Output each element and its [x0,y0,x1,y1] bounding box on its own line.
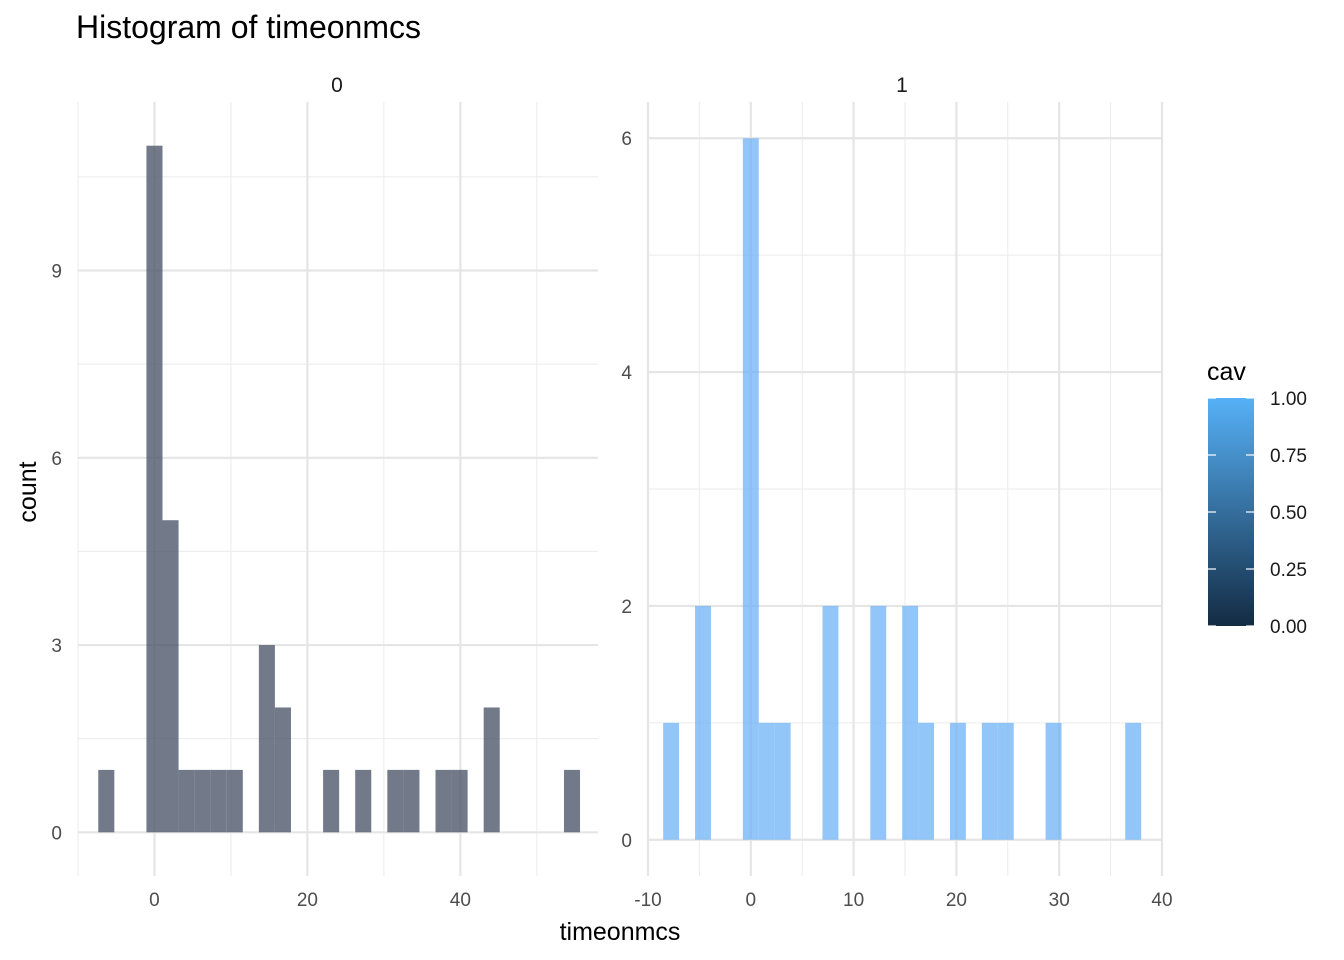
histogram-bar [258,645,275,833]
histogram-bar [226,769,243,833]
cav-legend: cav 1.00 0.75 0.50 0.25 0.00 [1207,358,1307,638]
y-tick-label: 2 [621,597,632,618]
legend-title: cav [1207,358,1246,386]
x-tick-label: 20 [297,890,318,911]
legend-break-label: 0.50 [1270,503,1307,524]
histogram-bar [742,138,759,840]
histogram-bar [435,769,452,833]
x-tick-label: 40 [1151,890,1172,911]
histogram-bar [1125,722,1142,840]
histogram-bar [98,769,115,833]
x-tick-label: 40 [450,890,471,911]
x-axis-title: timeonmcs [560,918,681,946]
legend-break-label: 1.00 [1270,389,1307,410]
histogram-bar [918,722,935,840]
legend-break-label: 0.25 [1270,560,1307,581]
y-tick-label: 6 [51,449,62,470]
y-tick-label: 9 [51,262,62,283]
histogram-bar [695,605,711,840]
panel-0: 0 20 40 0 3 6 9 [51,102,598,911]
histogram-bar [663,722,680,840]
histogram-bar [323,769,340,833]
panel-0-strip-label: 0 [331,74,343,97]
histogram-bar [210,769,227,833]
x-tick-label: 0 [746,890,757,911]
x-tick-label: 0 [149,890,160,911]
histogram-bar [822,605,839,840]
histogram-bar [387,769,404,833]
x-tick-label: 20 [946,890,967,911]
histogram-bar [902,605,919,840]
histogram-bar [997,722,1014,840]
histogram-bar [274,707,291,833]
x-tick-label: 30 [1049,890,1070,911]
panel-1-strip-label: 1 [896,74,908,97]
histogram-bar [403,769,420,833]
y-tick-label: 3 [51,636,62,657]
histogram-bar [178,769,195,833]
histogram-bar [162,520,179,833]
histogram-bar [1045,722,1062,840]
x-tick-label: -10 [634,890,661,911]
x-tick-label: 10 [843,890,864,911]
histogram-bar [194,769,211,833]
legend-break-label: 0.00 [1270,617,1307,638]
histogram-bar [355,769,372,833]
y-tick-label: 6 [621,129,632,150]
y-tick-label: 4 [621,363,632,384]
histogram-bar [870,605,887,840]
histogram-bar [146,145,163,833]
chart-title: Histogram of timeonmcs [76,9,421,45]
histogram-bar [774,722,791,840]
histogram-bar [451,769,468,833]
histogram-bar [981,722,998,840]
histogram-bar [949,722,966,840]
histogram-bar [758,722,775,840]
y-tick-label: 0 [51,823,62,844]
legend-break-label: 0.75 [1270,446,1307,467]
panel-1: -10 0 10 20 30 40 0 2 4 6 [621,102,1173,911]
histogram-bar [483,707,500,833]
legend-ticks: 1.00 0.75 0.50 0.25 0.00 [1208,389,1307,638]
y-axis-title: count [14,461,42,522]
histogram-bar [563,769,581,833]
y-tick-label: 0 [621,831,632,852]
